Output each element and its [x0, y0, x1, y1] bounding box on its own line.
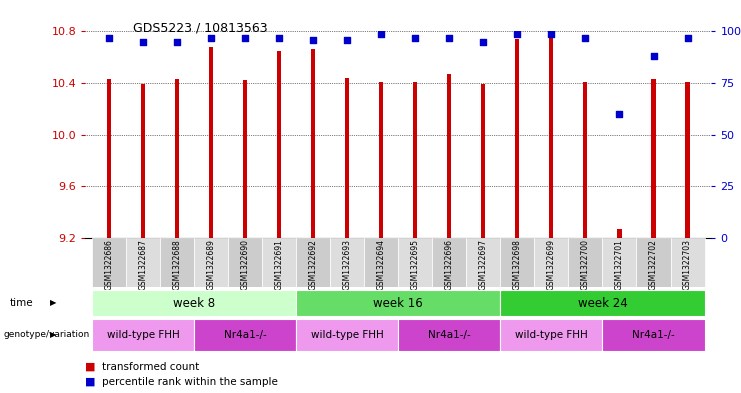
Text: GDS5223 / 10813563: GDS5223 / 10813563: [133, 22, 268, 35]
Text: GSM1322686: GSM1322686: [104, 239, 113, 290]
Text: ■: ■: [85, 361, 96, 371]
Text: GSM1322693: GSM1322693: [343, 239, 352, 290]
Bar: [399, 238, 432, 287]
Bar: [92, 238, 126, 287]
Text: GSM1322698: GSM1322698: [513, 239, 522, 290]
Text: GSM1322700: GSM1322700: [581, 239, 590, 290]
Bar: [126, 238, 160, 287]
Bar: [448, 74, 451, 238]
Bar: [602, 238, 637, 287]
Bar: [345, 78, 349, 238]
Text: GSM1322690: GSM1322690: [241, 239, 250, 290]
Text: GSM1322691: GSM1322691: [275, 239, 284, 290]
Bar: [175, 79, 179, 238]
Bar: [330, 238, 365, 287]
Bar: [534, 238, 568, 287]
Point: [648, 53, 659, 59]
Bar: [141, 84, 145, 238]
Text: GSM1322692: GSM1322692: [309, 239, 318, 290]
Bar: [209, 47, 213, 238]
Point: [443, 35, 455, 41]
Bar: [107, 79, 111, 238]
Point: [342, 37, 353, 43]
Text: week 24: week 24: [577, 296, 628, 310]
Bar: [671, 238, 705, 287]
Bar: [228, 238, 262, 287]
Point: [545, 30, 557, 37]
Text: Nr4a1-/-: Nr4a1-/-: [224, 330, 267, 340]
Bar: [500, 319, 602, 351]
Bar: [432, 238, 466, 287]
Bar: [296, 319, 399, 351]
Point: [239, 35, 251, 41]
Text: GSM1322688: GSM1322688: [173, 239, 182, 290]
Bar: [549, 37, 554, 238]
Bar: [379, 82, 383, 238]
Text: week 16: week 16: [373, 296, 423, 310]
Point: [477, 39, 489, 45]
Text: percentile rank within the sample: percentile rank within the sample: [102, 377, 278, 387]
Text: GSM1322695: GSM1322695: [411, 239, 420, 290]
Text: wild-type FHH: wild-type FHH: [311, 330, 384, 340]
Point: [308, 37, 319, 43]
Text: genotype/variation: genotype/variation: [4, 331, 90, 339]
Bar: [568, 238, 602, 287]
Text: GSM1322687: GSM1322687: [139, 239, 147, 290]
Text: Nr4a1-/-: Nr4a1-/-: [632, 330, 675, 340]
Text: GSM1322694: GSM1322694: [376, 239, 386, 290]
Bar: [500, 290, 705, 316]
Text: week 8: week 8: [173, 296, 215, 310]
Bar: [243, 81, 247, 238]
Point: [137, 39, 149, 45]
Bar: [583, 82, 588, 238]
Text: GSM1322703: GSM1322703: [683, 239, 692, 290]
Text: ▶: ▶: [50, 299, 57, 307]
Text: Nr4a1-/-: Nr4a1-/-: [428, 330, 471, 340]
Text: GSM1322699: GSM1322699: [547, 239, 556, 290]
Bar: [685, 82, 690, 238]
Bar: [482, 84, 485, 238]
Bar: [296, 238, 330, 287]
Bar: [637, 238, 671, 287]
Text: GSM1322701: GSM1322701: [615, 239, 624, 290]
Text: GSM1322697: GSM1322697: [479, 239, 488, 290]
Point: [376, 30, 388, 37]
Point: [205, 35, 217, 41]
Text: ▶: ▶: [50, 331, 57, 339]
Bar: [92, 319, 194, 351]
Bar: [602, 319, 705, 351]
Point: [511, 30, 523, 37]
Text: wild-type FHH: wild-type FHH: [515, 330, 588, 340]
Text: transformed count: transformed count: [102, 362, 199, 372]
Point: [682, 35, 694, 41]
Bar: [515, 39, 519, 238]
Bar: [194, 238, 228, 287]
Text: wild-type FHH: wild-type FHH: [107, 330, 179, 340]
Bar: [399, 319, 500, 351]
Point: [171, 39, 183, 45]
Bar: [194, 319, 296, 351]
Point: [273, 35, 285, 41]
Bar: [651, 79, 656, 238]
Point: [614, 111, 625, 117]
Bar: [277, 51, 282, 238]
Text: ■: ■: [85, 376, 96, 386]
Bar: [160, 238, 194, 287]
Bar: [296, 290, 500, 316]
Bar: [413, 82, 417, 238]
Bar: [466, 238, 500, 287]
Text: time: time: [10, 298, 33, 308]
Bar: [262, 238, 296, 287]
Point: [103, 35, 115, 41]
Point: [579, 35, 591, 41]
Text: GSM1322702: GSM1322702: [649, 239, 658, 290]
Bar: [92, 290, 296, 316]
Bar: [311, 50, 315, 238]
Text: GSM1322689: GSM1322689: [207, 239, 216, 290]
Bar: [500, 238, 534, 287]
Bar: [365, 238, 399, 287]
Text: GSM1322696: GSM1322696: [445, 239, 453, 290]
Bar: [617, 229, 622, 238]
Point: [409, 35, 421, 41]
